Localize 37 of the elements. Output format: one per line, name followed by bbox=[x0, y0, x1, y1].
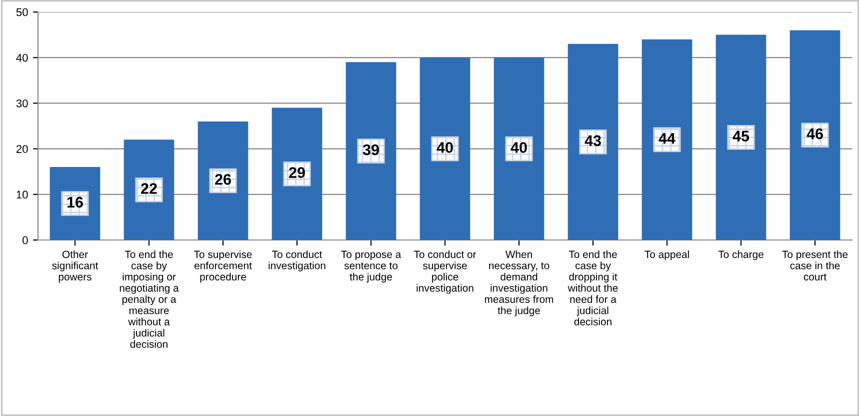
x-tick-label: To conduct investigation bbox=[268, 250, 326, 272]
data-label: 40 bbox=[436, 142, 453, 153]
bar bbox=[642, 39, 692, 240]
bar bbox=[716, 34, 766, 240]
x-tick-label: To propose a sentence to the judge bbox=[341, 250, 402, 283]
x-tick-label: To appeal bbox=[644, 250, 689, 260]
y-tick-label: 40 bbox=[16, 54, 28, 62]
y-tick-label: 0 bbox=[22, 236, 28, 244]
bar bbox=[494, 58, 544, 240]
y-tick-label: 20 bbox=[16, 145, 28, 153]
x-tick-label: Other significant powers bbox=[52, 250, 98, 283]
data-label: 22 bbox=[141, 183, 157, 194]
data-label: 43 bbox=[584, 135, 601, 146]
data-label: 40 bbox=[510, 142, 527, 153]
x-tick-label: To supervise enforcement procedure bbox=[194, 250, 252, 283]
y-tick-label: 50 bbox=[16, 8, 28, 16]
x-tick-label: To conduct or supervise police investigation bbox=[414, 250, 476, 294]
y-tick-label: 10 bbox=[16, 190, 28, 199]
x-tick-label: To end the case by dropping it without the need for a judicial decision bbox=[568, 250, 618, 326]
bar bbox=[420, 58, 470, 240]
data-label: 44 bbox=[658, 133, 676, 144]
x-tick-label: To present the case in the court bbox=[782, 250, 848, 281]
category-label: To end the case by imposing or negotiating a penalty or a measure without a judicial decision bbox=[120, 250, 179, 348]
x-tick-label: To charge bbox=[718, 250, 764, 260]
y-tick-label: 30 bbox=[16, 99, 28, 108]
bar bbox=[790, 30, 840, 240]
bar bbox=[198, 121, 248, 240]
data-label: 29 bbox=[289, 167, 305, 178]
x-tick-label: When necessary, to demand investigation measures from the judge bbox=[484, 250, 554, 316]
bar bbox=[568, 44, 618, 240]
data-label: 46 bbox=[806, 128, 823, 140]
bar bbox=[346, 62, 396, 240]
data-label: 39 bbox=[362, 144, 379, 156]
data-label: 45 bbox=[732, 130, 750, 142]
data-label: 26 bbox=[215, 174, 231, 185]
data-label: 16 bbox=[67, 196, 83, 208]
bar bbox=[272, 108, 322, 240]
